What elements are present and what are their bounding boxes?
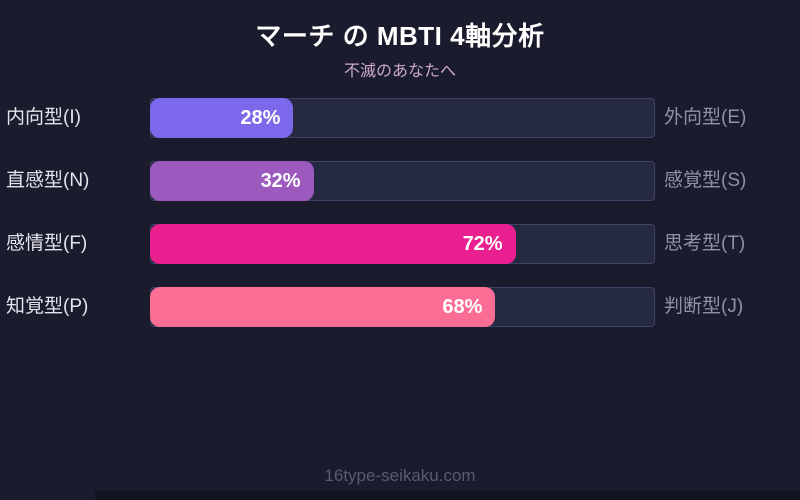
axis-left-label: 直感型(N) bbox=[6, 170, 90, 191]
axis-bar-track: 28% bbox=[150, 98, 655, 138]
page-subtitle: 不滅のあなたへ bbox=[343, 63, 456, 80]
axis-left-label: 知覚型(P) bbox=[6, 296, 89, 317]
axis-row: 知覚型(P) 68% 判断型(J) bbox=[0, 287, 800, 327]
axis-right-label: 外向型(E) bbox=[664, 107, 747, 128]
axis-bar-track: 32% bbox=[150, 161, 655, 201]
axis-bar-fill: 68% bbox=[150, 287, 496, 327]
axis-row: 内向型(I) 28% 外向型(E) bbox=[0, 98, 800, 138]
axis-row: 感情型(F) 72% 思考型(T) bbox=[0, 224, 800, 264]
axis-row: 直感型(N) 32% 感覚型(S) bbox=[0, 161, 800, 201]
axis-right-label: 感覚型(S) bbox=[664, 170, 747, 191]
page-title: マーチ の MBTI 4軸分析 bbox=[255, 21, 545, 51]
axis-bar-fill: 28% bbox=[150, 98, 294, 138]
site-credit: 16type-seikaku.com bbox=[324, 466, 476, 485]
axis-right-label: 思考型(T) bbox=[664, 233, 746, 254]
bottom-strip bbox=[95, 491, 800, 500]
axis-left-label: 内向型(I) bbox=[6, 107, 81, 128]
axis-bar-fill: 72% bbox=[150, 224, 516, 264]
axis-bar-track: 72% bbox=[150, 224, 655, 264]
axis-bar-track: 68% bbox=[150, 287, 655, 327]
axis-left-label: 感情型(F) bbox=[6, 233, 88, 254]
axis-right-label: 判断型(J) bbox=[664, 296, 744, 317]
axis-bar-fill: 32% bbox=[150, 161, 314, 201]
